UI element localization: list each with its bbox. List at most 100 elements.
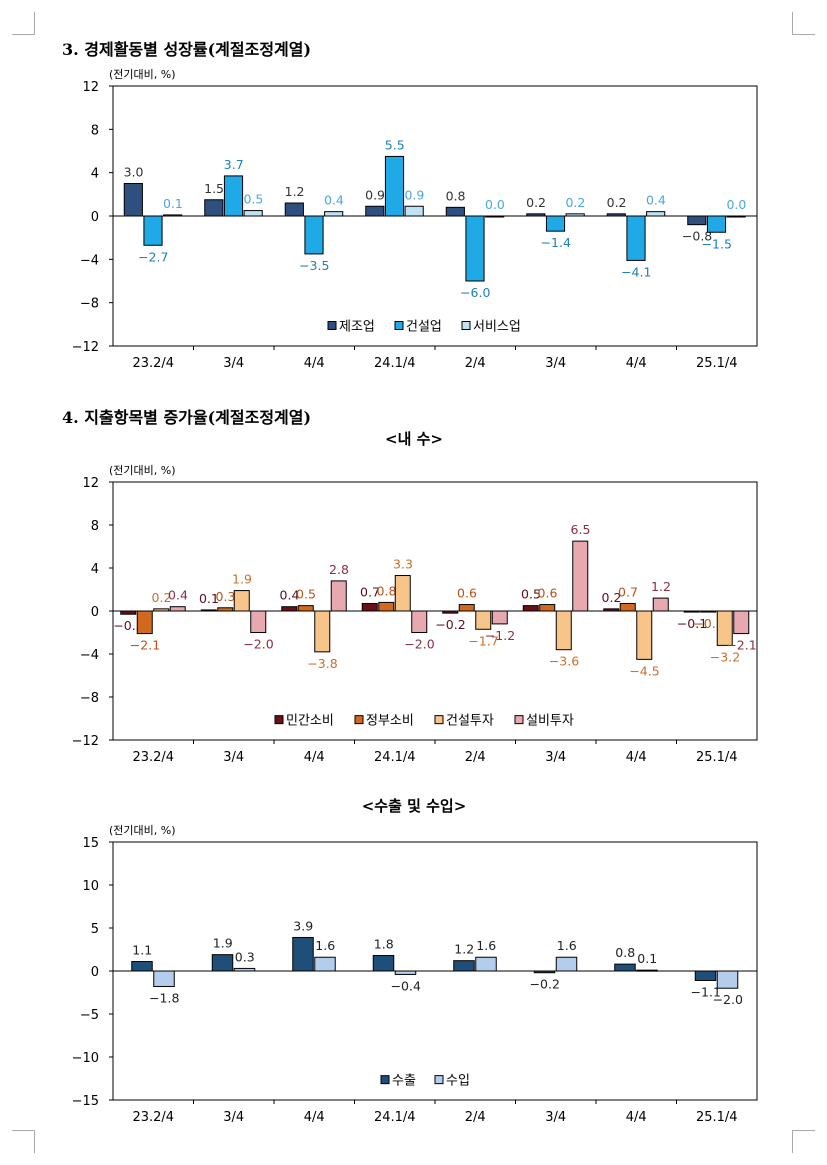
bar xyxy=(555,956,578,972)
data-label: −2.0 xyxy=(713,992,743,1007)
data-label: 3.7 xyxy=(224,157,244,172)
bar xyxy=(372,955,395,972)
data-label: 0.1 xyxy=(637,951,657,966)
bar xyxy=(153,970,175,987)
bar xyxy=(475,610,492,630)
legend-label: 제조업 xyxy=(339,320,375,335)
unit-label: (전기대비, %) xyxy=(109,464,176,477)
bar xyxy=(619,602,636,612)
bar xyxy=(250,610,267,633)
corner-mark-top-left xyxy=(12,12,35,35)
data-label: 1.6 xyxy=(557,938,577,953)
bar xyxy=(394,970,417,975)
data-label: −1.5 xyxy=(702,236,732,251)
data-label: 0.6 xyxy=(538,586,558,601)
x-tick-label: 3/4 xyxy=(545,356,566,371)
bar xyxy=(687,215,707,226)
section-4-heading: 4. 지출항목별 증가율(계절조정계열) xyxy=(62,408,312,427)
y-tick-label: −12 xyxy=(72,734,99,749)
x-tick-label: 2/4 xyxy=(465,1110,486,1125)
data-label: −0.3 xyxy=(113,618,143,633)
data-label: 1.5 xyxy=(204,181,224,196)
y-tick-label: −4 xyxy=(80,648,99,663)
y-tick-label: −4 xyxy=(80,253,99,268)
section-3-heading: 3. 경제활동별 성장률(계절조정계열) xyxy=(62,40,312,59)
x-tick-label: 4/4 xyxy=(626,1110,647,1125)
y-tick-label: −8 xyxy=(80,297,99,312)
bar xyxy=(614,963,636,972)
data-label: −1.8 xyxy=(149,990,179,1005)
unit-label: (전기대비, %) xyxy=(109,68,176,81)
bar xyxy=(636,610,653,660)
domestic-demand-chart: (전기대비, %) 12 8 4 0 −4 −8 −12 23.2/4 3/4 4/4 24.1/4 2… xyxy=(72,464,758,765)
data-label: 0.7 xyxy=(360,584,380,599)
y-tick-label: −5 xyxy=(80,1008,99,1023)
data-label: 0.4 xyxy=(646,193,666,208)
y-tick-label: 12 xyxy=(82,80,99,95)
legend-swatch xyxy=(461,321,471,330)
data-label: −0.1 xyxy=(693,616,723,631)
y-tick-label: 4 xyxy=(91,562,99,577)
data-label: −1.7 xyxy=(468,633,498,648)
bar xyxy=(361,602,378,612)
y-tick-label: 8 xyxy=(91,123,99,138)
data-label: −3.2 xyxy=(710,649,740,664)
data-label: −2.1 xyxy=(130,638,160,653)
data-label: −0.8 xyxy=(682,229,712,244)
bar xyxy=(131,961,153,972)
data-label: 0.3 xyxy=(216,589,236,604)
legend-label: 수출 xyxy=(392,1074,416,1089)
bar xyxy=(378,601,395,612)
x-tick-label: 25.1/4 xyxy=(696,1110,738,1125)
data-label: 2.8 xyxy=(329,562,349,577)
data-label: 0.2 xyxy=(602,590,622,605)
bar xyxy=(652,597,669,612)
data-label: −3.8 xyxy=(307,656,337,671)
data-label: 1.1 xyxy=(132,943,152,958)
bar xyxy=(475,956,497,972)
legend-swatch xyxy=(354,715,364,725)
x-tick-label: 24.1/4 xyxy=(374,356,416,371)
x-tick-label: 23.2/4 xyxy=(132,1110,174,1125)
data-label: 0.5 xyxy=(243,192,263,207)
legend-label: 설비투자 xyxy=(526,714,574,729)
bar xyxy=(281,606,298,612)
x-tick-label: 4/4 xyxy=(626,750,647,765)
data-label: 0.9 xyxy=(404,187,424,202)
legend-swatch xyxy=(394,321,404,330)
data-label: −4.1 xyxy=(621,264,651,279)
bar xyxy=(304,215,324,255)
data-label: 0.4 xyxy=(324,193,344,208)
data-label: −1.2 xyxy=(485,628,515,643)
legend-swatch xyxy=(274,715,284,725)
bar xyxy=(445,206,465,217)
bar xyxy=(169,606,186,612)
y-tick-label: −8 xyxy=(80,691,99,706)
legend-swatch xyxy=(327,321,337,330)
y-tick-label: 0 xyxy=(91,210,99,225)
bar xyxy=(545,215,566,232)
bar xyxy=(243,210,263,217)
y-tick-label: 8 xyxy=(91,519,99,534)
bar xyxy=(233,590,250,612)
y-tick-label: 12 xyxy=(82,476,99,491)
data-label: 3.9 xyxy=(293,918,313,933)
data-label: 1.8 xyxy=(374,937,394,952)
bar xyxy=(626,215,646,261)
legend-label: 서비스업 xyxy=(473,320,521,335)
bar xyxy=(453,960,475,972)
data-label: 0.2 xyxy=(152,590,172,605)
data-label: −4.5 xyxy=(629,663,659,678)
data-label: −2.0 xyxy=(404,637,434,652)
unit-label: (전기대비, %) xyxy=(109,824,176,837)
trade-subheading: <수출 및 수입> xyxy=(361,797,467,815)
data-label: 0.8 xyxy=(615,945,635,960)
x-tick-label: 3/4 xyxy=(223,1110,244,1125)
data-label: 3.0 xyxy=(124,165,144,180)
data-label: −0.4 xyxy=(391,978,421,993)
x-tick-label: 3/4 xyxy=(545,1110,566,1125)
bar xyxy=(394,575,411,612)
bar xyxy=(706,215,727,233)
bar xyxy=(733,610,750,635)
legend-swatch xyxy=(434,1075,444,1085)
